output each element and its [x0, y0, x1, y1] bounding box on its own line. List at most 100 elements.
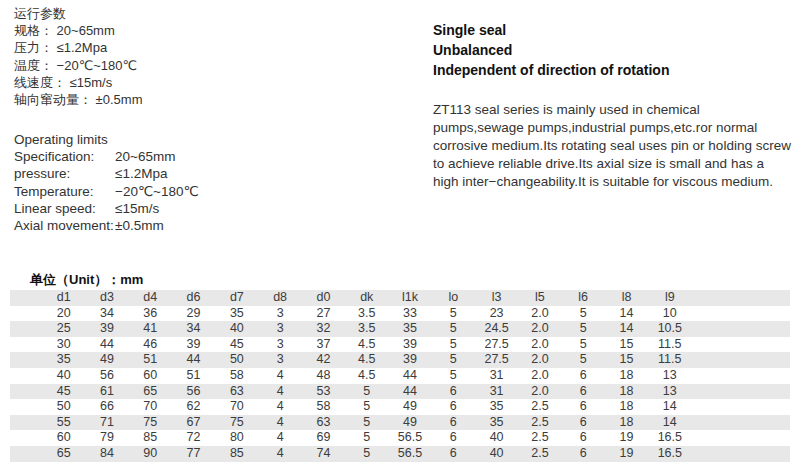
table-column-header: l3 — [475, 290, 518, 306]
table-cell: 18 — [605, 368, 648, 384]
table-cell: 58 — [302, 399, 345, 415]
table-cell: 36 — [129, 306, 172, 322]
table-cell: 3.5 — [345, 306, 388, 322]
table-cell: 58 — [215, 368, 258, 384]
table-cell: 48 — [302, 368, 345, 384]
limit-label: Temperature: — [14, 183, 115, 200]
table-cell: 10 — [648, 306, 691, 322]
table-cell: 37 — [302, 337, 345, 353]
table-cell: 18 — [605, 415, 648, 431]
table-cell: 5 — [562, 337, 605, 353]
table-row: 6584907785474556.56402.561916.5 — [10, 446, 790, 462]
table-cell: 2.5 — [518, 415, 561, 431]
cn-param-line: 压力： ≤1.2Mpa — [14, 39, 142, 56]
table-cell: 63 — [215, 384, 258, 400]
table-cell: 71 — [85, 415, 128, 431]
table-cell: 10.5 — [648, 321, 691, 337]
table-cell: 5 — [562, 352, 605, 368]
table-body: 20343629353273.5335232.05141025394134403… — [10, 306, 790, 462]
table-cell: 6 — [562, 446, 605, 462]
table-cell: 19 — [605, 430, 648, 446]
table-cell: 45 — [215, 337, 258, 353]
table-cell: 4.5 — [345, 337, 388, 353]
table-column-header: dk — [345, 290, 388, 306]
table-cell: 4 — [258, 368, 301, 384]
table-cell: 80 — [215, 430, 258, 446]
feature-line: Unbalanced — [433, 40, 793, 60]
table-row: 20343629353273.5335232.051410 — [10, 306, 790, 322]
table-cell: 44 — [388, 368, 431, 384]
table-cell: 14 — [648, 415, 691, 431]
table-cell: 14 — [605, 321, 648, 337]
table-column-header: d0 — [302, 290, 345, 306]
table-cell: 79 — [85, 430, 128, 446]
table-cell: 30 — [42, 337, 85, 353]
table-cell: 41 — [129, 321, 172, 337]
feature-line: Single seal — [433, 20, 793, 40]
table-cell: 5 — [345, 384, 388, 400]
table-cell: 40 — [475, 430, 518, 446]
table-cell: 53 — [302, 384, 345, 400]
table-cell: 4 — [258, 415, 301, 431]
table-cell: 5 — [345, 399, 388, 415]
table-cell: 32 — [302, 321, 345, 337]
right-column: Single sealUnbalancedIndependent of dire… — [433, 20, 793, 191]
table-cell: 14 — [605, 306, 648, 322]
table-cell: 6 — [562, 384, 605, 400]
table-cell: 42 — [302, 352, 345, 368]
table-cell: 90 — [129, 446, 172, 462]
table-cell: 56.5 — [388, 446, 431, 462]
table-cell: 5 — [562, 321, 605, 337]
table-cell: 5 — [432, 337, 475, 353]
table-cell: 35 — [475, 399, 518, 415]
table-cell: 50 — [215, 352, 258, 368]
feature-line: Independent of direction of rotation — [433, 60, 793, 80]
operating-limit-row: pressure:≤1.2Mpa — [14, 165, 199, 182]
table-row: 55717567754635496352.561814 — [10, 415, 790, 431]
feature-list: Single sealUnbalancedIndependent of dire… — [433, 20, 793, 80]
table-cell: 70 — [129, 399, 172, 415]
table-cell: 63 — [302, 415, 345, 431]
table-column-header: d4 — [129, 290, 172, 306]
cn-param-line: 轴向窜动量： ±0.5mm — [14, 91, 142, 108]
table-cell: 6 — [562, 368, 605, 384]
cn-params-block: 运行参数 规格： 20~65mm压力： ≤1.2Mpa温度： −20℃~180℃… — [14, 5, 142, 108]
table-cell: 11.5 — [648, 337, 691, 353]
limit-value: −20℃~180℃ — [115, 183, 199, 200]
table-cell: 74 — [302, 446, 345, 462]
table-column-header: l6 — [562, 290, 605, 306]
table-cell: 27.5 — [475, 337, 518, 353]
table-cell: 35 — [475, 415, 518, 431]
table-header-row: d1d3d4d6d7d8d0dkl1klol3l5l6l8l9 — [10, 290, 790, 306]
table-cell: 5 — [562, 306, 605, 322]
table-cell: 4 — [258, 399, 301, 415]
cn-param-line: 温度： −20℃~180℃ — [14, 57, 142, 74]
table-cell: 2.0 — [518, 306, 561, 322]
table-cell: 55 — [42, 415, 85, 431]
table-cell: 3 — [258, 352, 301, 368]
limit-value: ≤15m/s — [115, 200, 159, 217]
table-cell: 3.5 — [345, 321, 388, 337]
table-cell: 65 — [129, 384, 172, 400]
table-column-header: d3 — [85, 290, 128, 306]
table-row: 40566051584484.5445312.061813 — [10, 368, 790, 384]
table-cell: 4.5 — [345, 352, 388, 368]
table-cell: 27.5 — [475, 352, 518, 368]
table-cell: 15 — [605, 352, 648, 368]
table-cell: 16.5 — [648, 446, 691, 462]
table-cell: 51 — [172, 368, 215, 384]
table-cell: 75 — [215, 415, 258, 431]
cn-params-lines: 规格： 20~65mm压力： ≤1.2Mpa温度： −20℃~180℃线速度： … — [14, 22, 142, 108]
table-cell: 69 — [302, 430, 345, 446]
table-row: 45616556634535446312.061813 — [10, 384, 790, 400]
table-column-header: l1k — [388, 290, 431, 306]
table-cell: 25 — [42, 321, 85, 337]
table-cell: 40 — [215, 321, 258, 337]
table-cell: 2.0 — [518, 321, 561, 337]
table-cell: 6 — [562, 430, 605, 446]
table-cell: 33 — [388, 306, 431, 322]
table-row: 25394134403323.535524.52.051410.5 — [10, 321, 790, 337]
table-cell: 16.5 — [648, 430, 691, 446]
dimension-table: d1d3d4d6d7d8d0dkl1klol3l5l6l8l9 20343629… — [10, 290, 790, 462]
table-cell: 70 — [215, 399, 258, 415]
